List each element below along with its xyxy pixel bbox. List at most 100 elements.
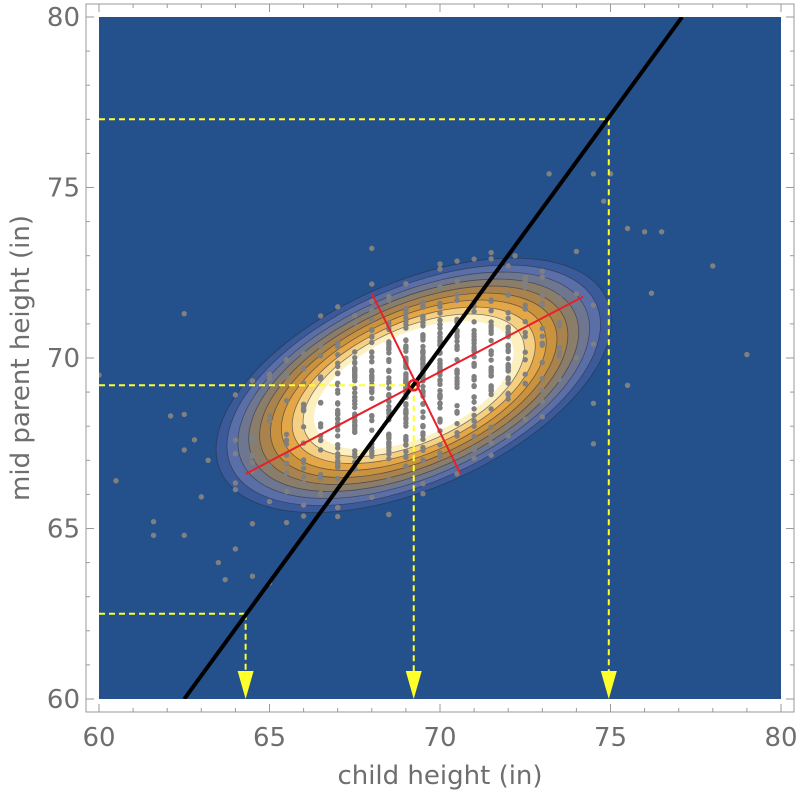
scatter-point	[386, 403, 392, 410]
scatter-point	[249, 433, 256, 440]
scatter-point	[590, 441, 597, 447]
scatter-point	[352, 422, 358, 429]
scatter-point	[352, 378, 358, 384]
scatter-point	[454, 297, 460, 304]
scatter-point	[266, 498, 273, 505]
scatter-point	[335, 475, 341, 482]
scatter-point	[471, 394, 477, 400]
scatter-point	[437, 330, 443, 336]
scatter-point	[181, 447, 187, 453]
scatter-point	[522, 380, 528, 386]
scatter-point	[488, 373, 494, 379]
scatter-point	[420, 355, 426, 361]
scatter-point	[539, 300, 545, 307]
scatter-point	[539, 414, 545, 420]
scatter-point	[573, 248, 580, 255]
scatter-point	[437, 388, 443, 394]
scatter-point	[369, 298, 375, 305]
scatter-point	[369, 372, 375, 379]
scatter-point	[352, 360, 358, 367]
scatter-point	[386, 344, 392, 350]
scatter-point	[317, 421, 324, 427]
scatter-point	[590, 302, 597, 308]
scatter-point	[352, 453, 358, 460]
scatter-point	[539, 333, 545, 339]
scatter-point	[403, 400, 409, 407]
scatter-point	[283, 437, 290, 443]
scatter-point	[198, 494, 204, 500]
scatter-point	[317, 447, 324, 453]
scatter-point	[505, 380, 511, 386]
scatter-point	[369, 369, 375, 375]
scatter-point	[522, 302, 528, 308]
scatter-point	[600, 198, 607, 204]
scatter-point	[352, 385, 358, 391]
scatter-point	[471, 308, 477, 315]
scatter-point	[488, 433, 494, 440]
scatter-point	[539, 387, 545, 394]
scatter-point	[222, 576, 228, 583]
regression-line-group	[182, 17, 684, 699]
scatter-point	[403, 411, 409, 417]
scatter-point	[454, 430, 460, 436]
scatter-point	[505, 367, 511, 373]
scatter-point	[300, 502, 307, 508]
scatter-point	[454, 453, 460, 459]
scatter-point	[232, 486, 239, 493]
y-tick-label: 65	[47, 515, 80, 545]
scatter-point	[386, 367, 392, 374]
scatter-point	[505, 396, 511, 402]
scatter-point	[454, 378, 460, 384]
scatter-point	[386, 431, 392, 437]
x-tick-label: 60	[82, 723, 115, 753]
scatter-point	[488, 424, 494, 430]
scatter-point	[488, 440, 494, 446]
scatter-point	[420, 333, 426, 340]
scatter-point	[710, 263, 716, 269]
scatter-point	[317, 437, 324, 444]
scatter-point	[403, 305, 409, 312]
scatter-point	[420, 299, 426, 306]
scatter-point	[488, 391, 494, 398]
scatter-point	[420, 436, 426, 443]
scatter-point	[369, 339, 375, 346]
scatter-point	[420, 320, 426, 326]
scatter-point	[317, 313, 324, 319]
scatter-point	[420, 349, 426, 356]
scatter-point	[369, 309, 375, 315]
scatter-point	[191, 437, 198, 443]
scatter-point	[403, 453, 409, 459]
scatter-point	[437, 393, 443, 400]
x-axis-label: child height (in)	[337, 761, 542, 791]
scatter-point	[437, 419, 443, 425]
scatter-point	[539, 359, 545, 366]
scatter-point	[454, 338, 460, 344]
scatter-point	[283, 397, 290, 404]
scatter-point	[283, 431, 290, 438]
scatter-point	[420, 457, 426, 463]
scatter-point	[335, 370, 341, 376]
scatter-point	[352, 398, 358, 404]
scatter-point	[437, 334, 443, 341]
scatter-point	[403, 281, 409, 287]
scatter-point	[420, 414, 426, 421]
y-tick-labels: 60 65 70 75 80	[47, 3, 80, 715]
scatter-point	[249, 452, 256, 458]
scatter-point	[641, 229, 648, 235]
scatter-point	[283, 441, 290, 447]
scatter-point	[369, 413, 375, 420]
scatter-point	[403, 321, 409, 328]
scatter-point	[369, 395, 375, 402]
scatter-point	[471, 412, 477, 419]
scatter-point	[266, 371, 273, 378]
scatter-point	[386, 511, 392, 518]
scatter-point	[403, 442, 409, 448]
guide-arrowhead	[237, 671, 254, 699]
scatter-point	[624, 225, 631, 232]
scatter-point	[454, 368, 460, 375]
scatter-point	[232, 392, 239, 398]
scatter-point	[369, 245, 375, 252]
x-tick-label: 80	[764, 723, 797, 753]
scatter-point	[335, 304, 341, 310]
scatter-point	[249, 573, 256, 579]
